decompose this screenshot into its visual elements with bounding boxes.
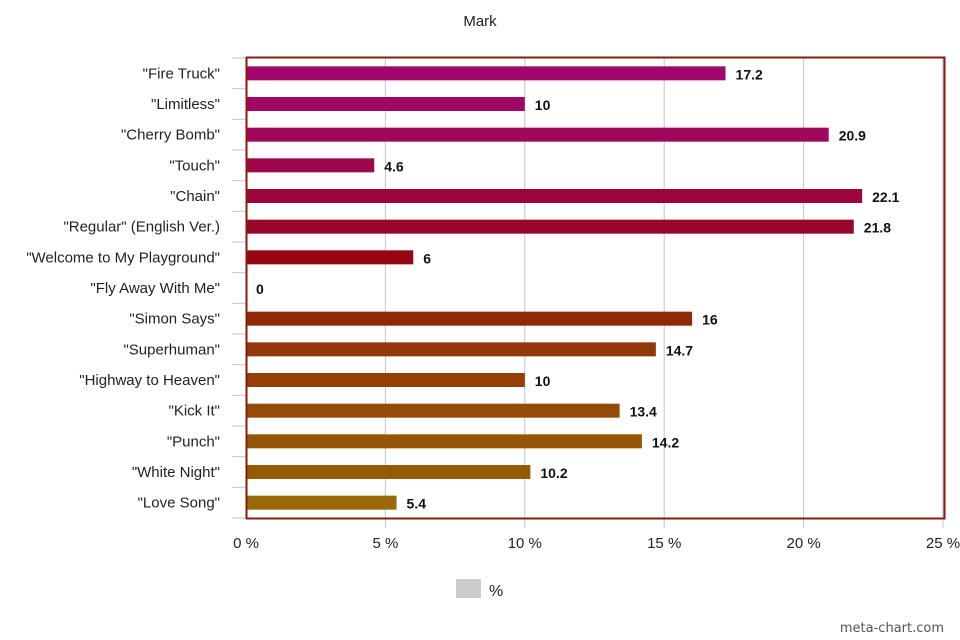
y-axis-ticks: [232, 57, 246, 519]
bar[interactable]: [247, 127, 829, 142]
category-labels: "Fire Truck" "Limitless" "Cherry Bomb" "Tou…: [26, 65, 220, 511]
category-label: "Regular" (English Ver.): [63, 219, 220, 236]
value-label: 16: [702, 312, 718, 328]
bar[interactable]: [247, 373, 525, 387]
category-label: "Welcome to My Playground": [26, 249, 220, 266]
value-label: 21.8: [864, 220, 891, 236]
category-label: "Kick It": [169, 403, 221, 420]
category-label: "Highway to Heaven": [79, 372, 220, 389]
bars: [247, 66, 863, 510]
bar[interactable]: [247, 465, 531, 479]
value-label: 20.9: [839, 128, 866, 144]
x-axis-tick-labels: 0 % 5 % 10 % 15 % 20 % 25 %: [233, 535, 960, 552]
value-label: 10: [535, 97, 551, 113]
value-label: 5.4: [407, 496, 427, 512]
value-label: 10.2: [540, 465, 567, 481]
bar[interactable]: [247, 219, 854, 234]
chart-title: Mark: [463, 13, 497, 30]
bar[interactable]: [247, 342, 656, 357]
category-label: "Love Song": [138, 495, 220, 512]
x-tick-label: 0 %: [233, 535, 259, 552]
category-label: "Cherry Bomb": [121, 127, 220, 144]
value-label: 13.4: [630, 404, 657, 420]
value-label: 14.7: [666, 342, 693, 358]
value-label: 17.2: [736, 66, 763, 82]
category-label: "Simon Says": [129, 311, 220, 328]
category-label: "Chain": [170, 188, 220, 205]
bar[interactable]: [247, 97, 525, 111]
legend[interactable]: %: [456, 579, 503, 600]
category-label: "Limitless": [151, 96, 220, 113]
category-label: "Superhuman": [123, 341, 220, 358]
legend-label: %: [489, 583, 503, 600]
bar[interactable]: [247, 434, 642, 449]
value-label: 14.2: [652, 434, 679, 450]
category-label: "Fly Away With Me": [90, 280, 220, 297]
value-label: 4.6: [384, 158, 404, 174]
x-tick-label: 25 %: [926, 535, 960, 552]
category-label: "Fire Truck": [143, 65, 220, 82]
bar[interactable]: [247, 189, 863, 203]
bar[interactable]: [247, 66, 726, 81]
value-label: 10: [535, 373, 551, 389]
x-tick-label: 15 %: [647, 535, 681, 552]
value-labels: 17.2 10 20.9 4.6 22.1 21.8 6 0 16 14.7 10 13.4 14.2 1…: [256, 66, 900, 511]
bar[interactable]: [247, 250, 414, 265]
bar[interactable]: [247, 311, 693, 326]
bar[interactable]: [247, 158, 375, 173]
x-tick-label: 10 %: [508, 535, 542, 552]
x-tick-label: 20 %: [786, 535, 820, 552]
category-label: "Punch": [167, 433, 220, 450]
plot-border: [245, 56, 946, 520]
x-tick-label: 5 %: [372, 535, 398, 552]
bar[interactable]: [247, 403, 620, 418]
value-label: 0: [256, 281, 264, 297]
category-label: "White Night": [132, 464, 220, 481]
category-label: "Touch": [169, 157, 220, 174]
legend-swatch: [456, 579, 481, 598]
watermark: meta-chart.com: [840, 621, 944, 636]
bar[interactable]: [247, 495, 397, 510]
value-label: 22.1: [872, 189, 899, 205]
value-label: 6: [423, 250, 431, 266]
